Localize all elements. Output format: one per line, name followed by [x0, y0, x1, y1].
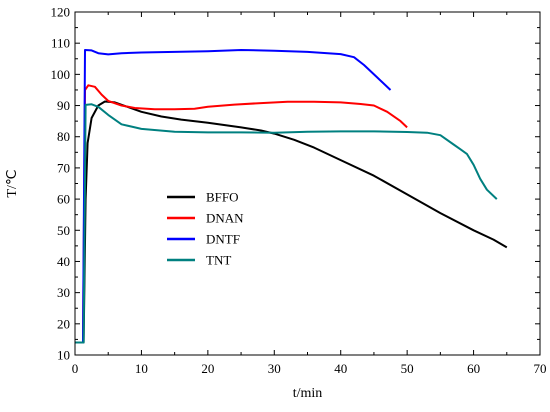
x-tick-label: 0: [72, 361, 79, 376]
y-axis-label: T/℃: [5, 169, 20, 197]
x-tick-label: 50: [401, 361, 414, 376]
x-tick-label: 70: [534, 361, 547, 376]
series-line-dnan: [75, 84, 408, 344]
y-tick-label: 60: [57, 192, 70, 207]
y-tick-label: 120: [51, 5, 71, 20]
y-tick-label: 80: [57, 129, 70, 144]
y-tick-label: 50: [57, 223, 70, 238]
series-layer: [75, 49, 508, 344]
legend-label-tnt: TNT: [206, 253, 231, 268]
x-axis-ticks: 0 10 20 30 40 50 60 70: [72, 12, 547, 376]
legend-label-dnan: DNAN: [206, 211, 244, 226]
y-tick-label: 30: [57, 285, 70, 300]
series-line-tnt: [75, 103, 498, 344]
y-tick-label: 70: [57, 160, 70, 175]
x-axis-label: t/min: [293, 386, 323, 401]
x-tick-label: 10: [135, 361, 148, 376]
y-tick-label: 100: [51, 67, 71, 82]
y-tick-label: 20: [57, 316, 70, 331]
series-line-bffo: [75, 100, 508, 344]
series-line-dntf: [75, 49, 392, 344]
x-tick-label: 40: [334, 361, 347, 376]
y-tick-label: 110: [51, 36, 70, 51]
legend-label-bffo: BFFO: [206, 190, 239, 205]
x-tick-label: 60: [467, 361, 480, 376]
y-tick-label: 90: [57, 98, 70, 113]
legend: BFFO DNAN DNTF TNT: [167, 190, 244, 268]
x-tick-label: 20: [201, 361, 214, 376]
y-tick-label: 10: [57, 348, 70, 363]
y-axis-ticks: 10 20 30 40 50 60 70 80 90 100 110 120: [51, 5, 540, 363]
x-tick-label: 30: [268, 361, 281, 376]
y-tick-label: 40: [57, 254, 70, 269]
legend-label-dntf: DNTF: [206, 232, 240, 247]
